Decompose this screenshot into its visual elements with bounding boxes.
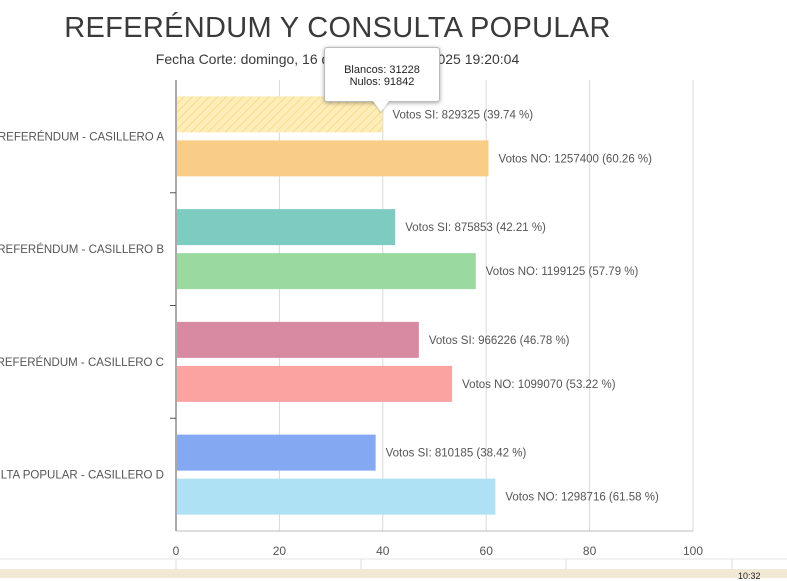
- x-tick-label: 80: [583, 544, 597, 558]
- data-label: Votos SI: 810185 (38.42 %): [386, 448, 527, 460]
- hover-tooltip: Blancos: 31228 Nulos: 91842: [324, 47, 440, 102]
- bar-votos-si[interactable]: [177, 321, 419, 358]
- bar-votos-no[interactable]: [177, 365, 453, 402]
- x-tick-label: 0: [173, 544, 180, 558]
- x-tick-label: 40: [376, 544, 390, 558]
- data-label: Votos SI: 966226 (46.78 %): [429, 335, 570, 347]
- data-label: Votos NO: 1199125 (57.79 %): [486, 266, 639, 278]
- category-label: REFERÉNDUM - CASILLERO A: [0, 130, 164, 143]
- tooltip-blancos: Blancos: 31228: [344, 64, 420, 76]
- tooltip-nulos: Nulos: 91842: [349, 76, 415, 88]
- bar-votos-si[interactable]: [177, 96, 383, 133]
- x-tick-label: 20: [273, 544, 287, 558]
- data-label: Votos NO: 1257400 (60.26 %): [499, 153, 653, 165]
- bar-votos-no[interactable]: [177, 253, 476, 290]
- bar-votos-si[interactable]: [177, 434, 376, 471]
- tooltip-pointer: [373, 101, 389, 112]
- data-label: Votos SI: 829325 (39.74 %): [392, 109, 533, 121]
- taskbar-strip: [0, 569, 787, 578]
- data-label: Votos SI: 875853 (42.21 %): [405, 222, 546, 234]
- category-label: REFERÉNDUM - CASILLERO C: [0, 356, 164, 369]
- data-label: Votos NO: 1298716 (61.58 %): [505, 492, 659, 504]
- category-label: CONSULTA POPULAR - CASILLERO D: [0, 470, 164, 482]
- x-tick-label: 60: [480, 544, 494, 558]
- bar-votos-no[interactable]: [177, 478, 496, 515]
- x-tick-label: 100: [683, 544, 703, 558]
- category-label: REFERÉNDUM - CASILLERO B: [0, 243, 164, 256]
- bar-votos-si[interactable]: [177, 209, 396, 246]
- bar-votos-no[interactable]: [177, 140, 489, 177]
- data-label: Votos NO: 1099070 (53.22 %): [462, 379, 616, 391]
- taskbar-clock: 10:32: [738, 571, 761, 581]
- chart-title: REFERÉNDUM Y CONSULTA POPULAR: [64, 12, 611, 44]
